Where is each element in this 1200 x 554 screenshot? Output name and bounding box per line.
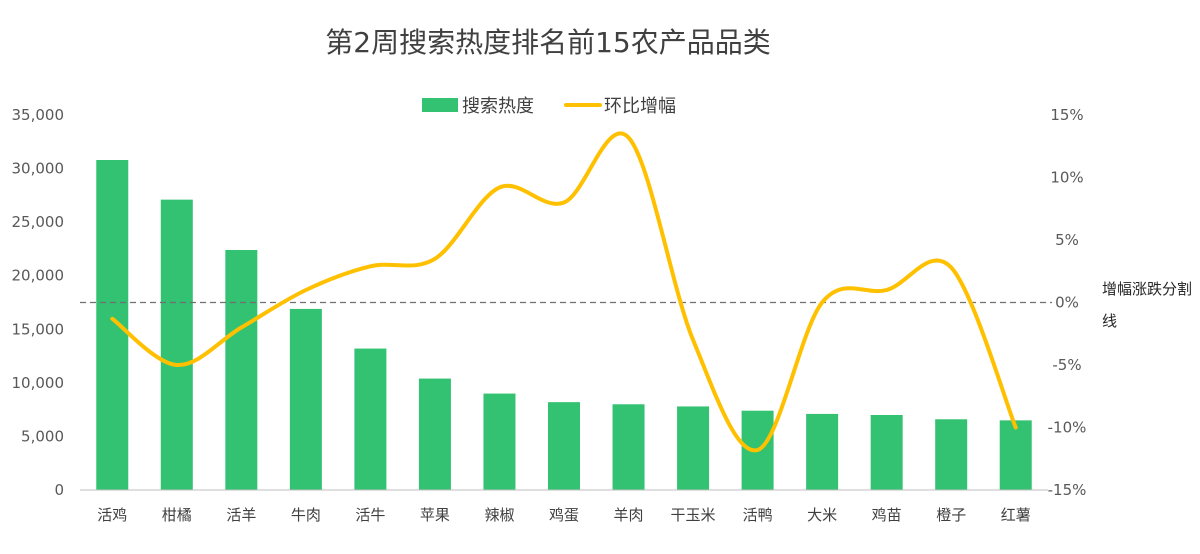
- left-axis: 0 5,000 10,000 15,000 20,000 25,000 30,000 35,0…: [12, 106, 65, 499]
- bar: [289, 308, 322, 490]
- category-label: 活鸭: [743, 506, 773, 524]
- bar: [160, 199, 193, 490]
- chart-title: 第2周搜索热度排名前15农产品品类: [325, 26, 770, 59]
- right-tick-label: -5%: [1052, 356, 1081, 374]
- bar: [612, 404, 645, 490]
- bar: [999, 420, 1032, 490]
- right-tick-label: 10%: [1050, 169, 1083, 187]
- left-tick-label: 25,000: [12, 213, 65, 231]
- bar: [96, 160, 129, 490]
- category-label: 活鸡: [97, 506, 127, 524]
- category-label: 干玉米: [671, 506, 716, 524]
- left-tick-label: 20,000: [12, 267, 65, 285]
- right-tick-label: 5%: [1055, 231, 1079, 249]
- left-tick-label: 0: [54, 481, 64, 499]
- bar-series: [96, 160, 1032, 490]
- legend-swatch-bar: [422, 98, 458, 112]
- left-tick-label: 5,000: [21, 427, 64, 445]
- category-label: 苹果: [420, 506, 450, 524]
- legend-label-bar: 搜索热度: [462, 96, 534, 117]
- bar: [870, 415, 903, 490]
- left-tick-label: 10,000: [12, 374, 65, 392]
- right-tick-label: -10%: [1048, 419, 1087, 437]
- legend-label-line: 环比增幅: [604, 96, 676, 117]
- category-label: 鸡蛋: [549, 506, 579, 524]
- line-series: [110, 131, 1018, 453]
- bar: [677, 406, 710, 490]
- bar: [354, 348, 387, 490]
- right-axis: -15% -10% -5% 0% 5% 10% 15%: [1048, 106, 1087, 499]
- category-label: 橙子: [936, 506, 966, 524]
- bar: [483, 393, 516, 490]
- category-label: 羊肉: [614, 506, 644, 524]
- category-label: 红薯: [1001, 506, 1031, 524]
- category-label: 辣椒: [484, 506, 514, 524]
- category-label: 柑橘: [162, 506, 192, 524]
- category-label: 大米: [807, 506, 837, 524]
- category-label: 活牛: [355, 506, 385, 524]
- bar: [806, 413, 839, 490]
- bar: [225, 250, 258, 490]
- category-axis: 活鸡 柑橘 活羊 牛肉 活牛 苹果 辣椒 鸡蛋 羊肉 干玉米 活鸭 大米 鸡苗 橙子 红薯: [97, 506, 1030, 524]
- right-tick-label: 0%: [1055, 294, 1079, 312]
- bar: [418, 378, 451, 490]
- category-label: 牛肉: [291, 506, 321, 524]
- left-tick-label: 35,000: [12, 106, 65, 124]
- category-label: 鸡苗: [872, 506, 902, 524]
- bar: [548, 402, 580, 490]
- left-tick-label: 30,000: [12, 160, 65, 178]
- left-tick-label: 15,000: [12, 320, 65, 338]
- legend: 搜索热度 环比增幅: [422, 96, 676, 117]
- right-tick-label: -15%: [1048, 481, 1087, 499]
- bar: [935, 419, 968, 490]
- category-label: 活羊: [226, 506, 256, 524]
- reference-line-label: 增幅涨跌分割线: [1102, 280, 1192, 330]
- right-tick-label: 15%: [1050, 106, 1083, 124]
